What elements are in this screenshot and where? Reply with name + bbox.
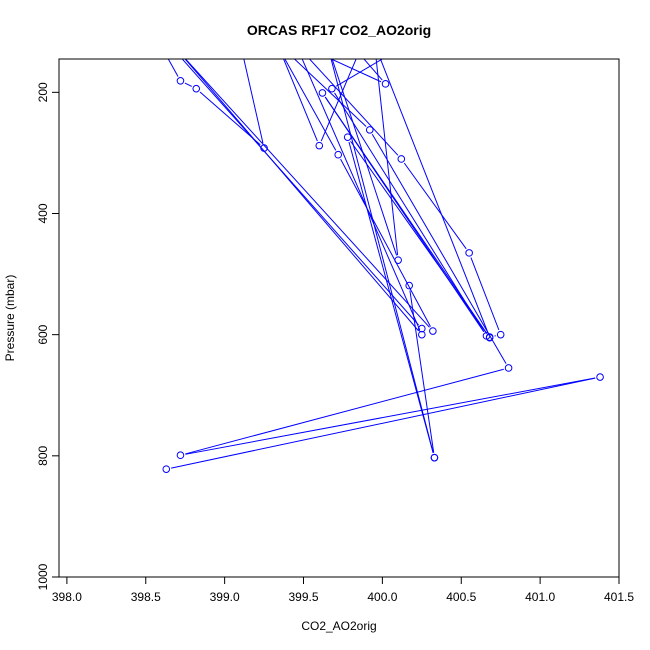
series-segment [245, 44, 306, 49]
data-point [394, 256, 402, 264]
data-point [596, 373, 604, 381]
series-segment [277, 38, 401, 45]
y-axis: 200 400 600 800 1000 [36, 82, 59, 590]
plot-frame [58, 58, 620, 578]
series-segment [184, 82, 192, 87]
series-segment [403, 162, 467, 250]
series-segment [330, 59, 434, 453]
x-tick-label: 400.0 [367, 590, 397, 604]
series-segment [301, 59, 421, 331]
series-segment [348, 141, 434, 453]
data-point [176, 77, 185, 85]
x-tick-label: 399.0 [210, 590, 240, 604]
x-axis-label: CO2_AO2orig [301, 619, 376, 633]
data-point [334, 150, 343, 159]
y-tick-label: 200 [36, 82, 50, 102]
series-segment [379, 59, 489, 333]
series-segment [184, 59, 430, 328]
x-tick-label: 398.5 [131, 590, 161, 604]
series-segment [340, 158, 431, 327]
series-segment [308, 59, 399, 156]
data-point [318, 89, 327, 97]
series-segment [363, 59, 383, 81]
series-segment [181, 59, 419, 326]
data-point [343, 133, 352, 141]
data-point [496, 330, 505, 339]
data-point [418, 324, 426, 333]
y-tick-label: 600 [36, 324, 50, 344]
series-segment [334, 92, 485, 332]
data-point [176, 451, 185, 460]
y-tick-label: 1000 [36, 563, 50, 590]
series-segment [283, 59, 318, 142]
x-axis: 398.0 398.5 399.0 399.5 400.0 400.5 401.0 401.5 [52, 577, 634, 604]
data-point [397, 155, 406, 163]
data-point [192, 84, 201, 93]
data-point [365, 126, 374, 134]
data-point [381, 80, 390, 88]
x-tick-label: 401.5 [604, 590, 634, 604]
data-point [405, 281, 413, 290]
chart-title: ORCAS RF17 CO2_AO2orig [247, 22, 431, 38]
series-segment [335, 59, 384, 87]
series-segment [330, 59, 382, 83]
series-segment [185, 368, 504, 455]
series-segment [171, 377, 596, 469]
series-segment [184, 59, 419, 332]
series-segment [284, 59, 337, 151]
x-tick-label: 398.0 [52, 590, 82, 604]
x-tick-label: 399.5 [288, 590, 318, 604]
series-group [162, 38, 604, 473]
data-point [504, 364, 513, 372]
data-point [465, 249, 473, 257]
data-point [328, 84, 336, 93]
x-tick-label: 401.0 [525, 590, 555, 604]
y-axis-label: Pressure (mbar) [3, 275, 17, 362]
y-tick-label: 800 [36, 445, 50, 465]
data-point [430, 453, 439, 462]
series-segment [350, 140, 488, 334]
series-segment [324, 96, 485, 333]
data-point [315, 141, 324, 150]
series-segment [375, 59, 399, 256]
series-segment [293, 59, 367, 127]
series-segment [167, 59, 179, 77]
x-tick-label: 400.5 [446, 590, 476, 604]
series-segment [409, 290, 435, 453]
data-point [429, 327, 437, 335]
series-segment [243, 59, 264, 144]
series-segment [470, 257, 500, 331]
data-point [482, 332, 491, 340]
series-segment [371, 133, 507, 364]
y-tick-label: 400 [36, 203, 50, 223]
data-point [162, 465, 171, 473]
data-point [418, 330, 426, 339]
series-segment [185, 377, 596, 455]
